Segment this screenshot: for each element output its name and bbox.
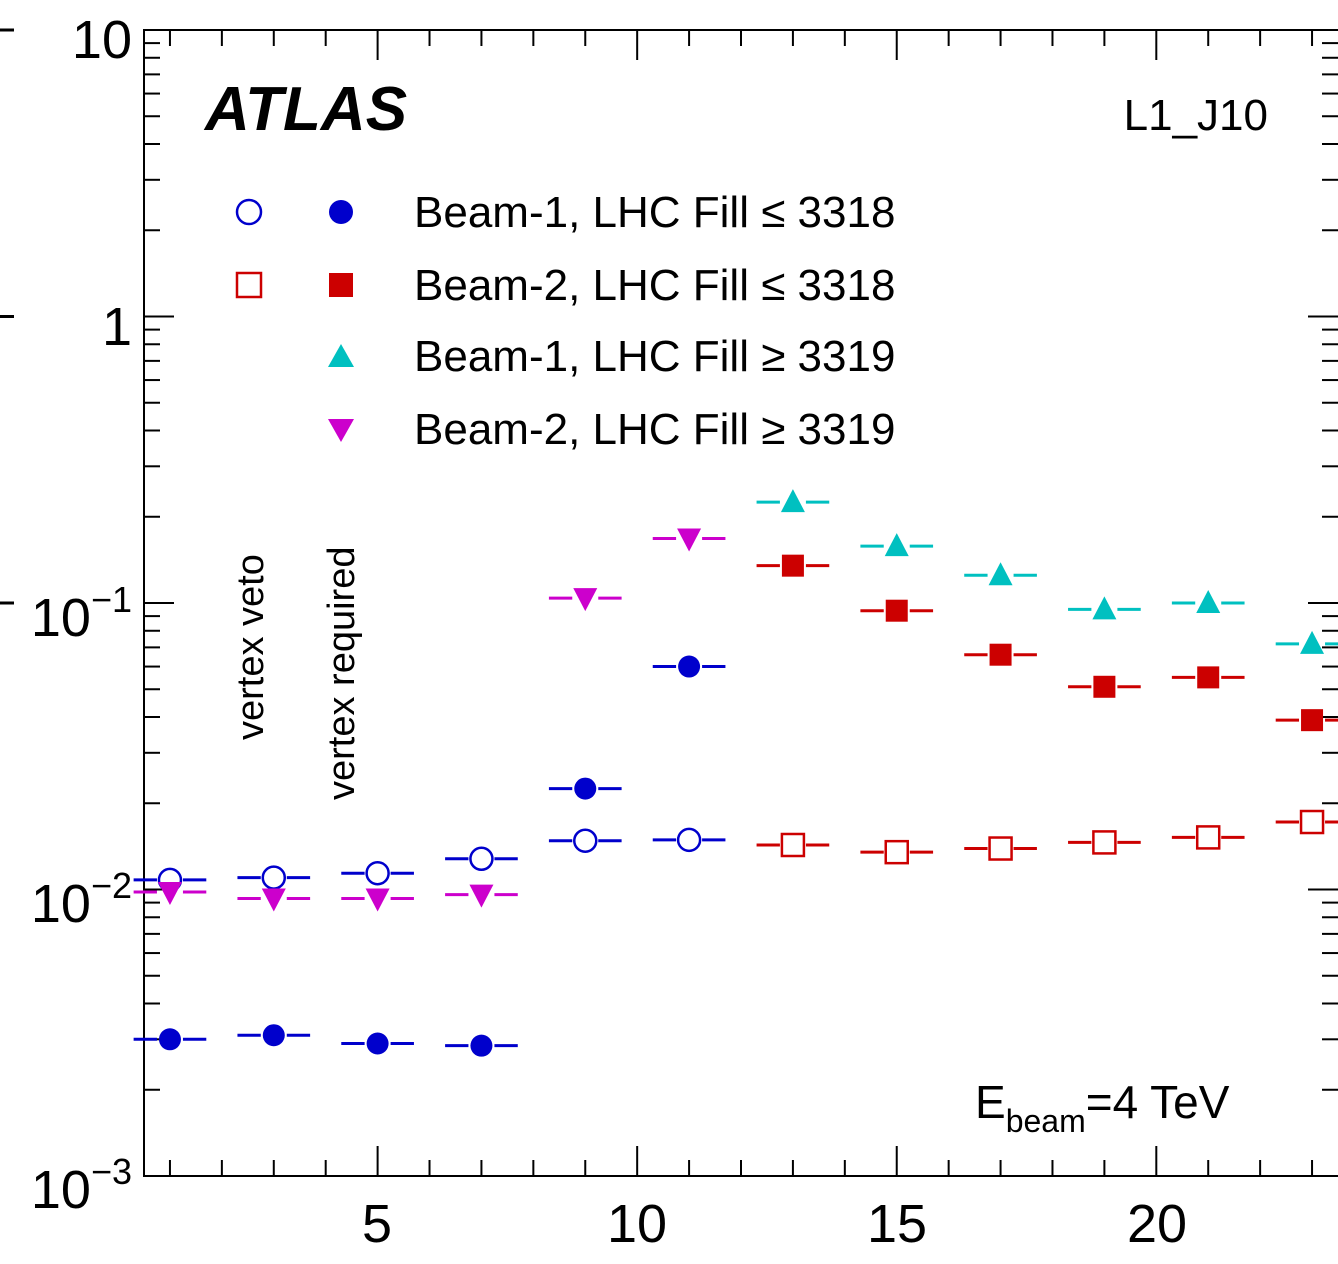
x-tick-label: 20: [1127, 1194, 1187, 1254]
y-tick-label: 10−1: [31, 579, 132, 648]
data-point-triangle-up: [1300, 630, 1325, 654]
data-point-triangle-down: [469, 884, 494, 908]
data-point-open-circle: [469, 846, 494, 872]
data-point-triangle-up: [780, 489, 805, 513]
data-point-filled-circle: [470, 1034, 493, 1057]
data-point-filled-circle: [158, 1028, 181, 1051]
x-axis-ticks: [168, 30, 1314, 1176]
data-point-triangle-down: [573, 588, 598, 612]
legend-marker-open-square: [235, 271, 263, 299]
legend-marker-filled-circle: [329, 200, 353, 224]
data-point-open-circle: [676, 827, 702, 853]
legend-marker-triangle-up: [328, 344, 354, 367]
beam-energy-label: Ebeam=4 TeV: [975, 1076, 1230, 1139]
data-point-filled-square: [1197, 666, 1220, 689]
data-point-open-square: [884, 839, 909, 865]
data-points: [133, 489, 1338, 1057]
legend-marker-open-circle: [235, 198, 263, 226]
legend-label: Beam-2, LHC Fill ≤ 3318: [414, 261, 895, 310]
data-point-open-circle: [573, 828, 598, 853]
data-point-filled-square: [885, 599, 908, 622]
atlas-label: ATLAS: [203, 75, 407, 144]
trigger-label: L1_J10: [1124, 91, 1268, 140]
data-point-triangle-down: [157, 882, 182, 906]
legend: Beam-1, LHC Fill ≤ 3318 Beam-2, LHC Fill…: [235, 188, 895, 454]
data-point-open-circle: [365, 860, 390, 886]
data-point-triangle-up: [1092, 596, 1117, 620]
data-point-filled-circle: [262, 1024, 285, 1047]
data-point-open-square: [988, 836, 1013, 861]
legend-label: Beam-1, LHC Fill ≤ 3318: [414, 188, 895, 237]
vertex-veto-label: vertex veto: [230, 554, 272, 740]
x-tick-label: 5: [362, 1194, 392, 1254]
data-point-filled-circle: [574, 777, 597, 800]
legend-marker-filled-square: [329, 273, 353, 297]
data-point-filled-square: [781, 554, 804, 577]
data-point-open-circle: [261, 865, 287, 890]
legend-label: Beam-1, LHC Fill ≥ 3319: [414, 332, 895, 381]
data-point-open-square: [1299, 809, 1325, 835]
data-point-triangle-down: [365, 888, 390, 912]
legend-marker-triangle-down: [328, 419, 354, 442]
legend-label: Beam-2, LHC Fill ≥ 3319: [414, 405, 895, 454]
data-point-filled-square: [989, 643, 1012, 666]
data-point-triangle-down: [677, 528, 702, 552]
y-tick-label: 1: [102, 297, 132, 357]
data-point-filled-square: [1301, 709, 1324, 732]
data-point-triangle-up: [988, 562, 1013, 586]
y-tick-label: 10−3: [31, 1151, 132, 1220]
data-point-filled-circle: [366, 1032, 389, 1055]
data-point-triangle-down: [261, 888, 286, 912]
data-point-triangle-up: [1196, 590, 1221, 613]
vertex-required-label: vertex required: [321, 547, 363, 800]
data-point-triangle-up: [884, 533, 909, 557]
data-point-open-square: [780, 832, 806, 858]
data-point-filled-circle: [678, 655, 701, 678]
data-point-open-square: [1195, 825, 1221, 850]
x-tick-label: 15: [867, 1194, 927, 1254]
data-point-filled-square: [1093, 675, 1116, 698]
y-tick-label: 10−2: [31, 865, 132, 934]
x-tick-label: 10: [607, 1194, 667, 1254]
data-point-open-square: [1092, 830, 1117, 855]
y-tick-label: 10: [72, 10, 132, 70]
